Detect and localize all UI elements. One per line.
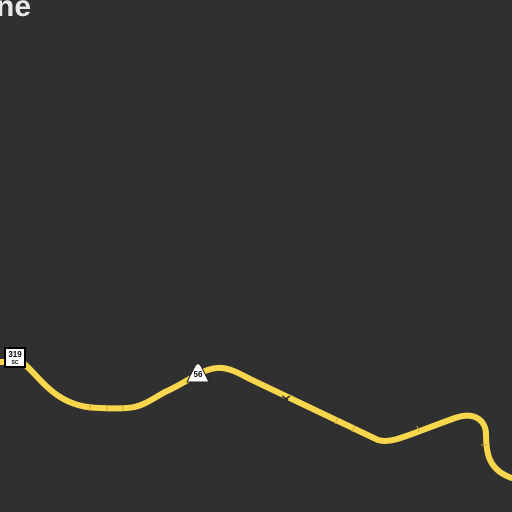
- route-319-shield[interactable]: 319 SC: [4, 347, 26, 368]
- route-319-number: 319: [8, 350, 22, 359]
- road-segment-ticks: [89, 405, 487, 446]
- overpass-mark: [281, 395, 291, 401]
- route-319-sub: SC: [12, 360, 19, 366]
- route-319-connector: [0, 359, 4, 365]
- place-label: ne: [0, 0, 32, 23]
- route-56-shield[interactable]: 56: [186, 363, 210, 383]
- route-56-number: 56: [194, 370, 203, 379]
- highway-road[interactable]: [0, 359, 512, 481]
